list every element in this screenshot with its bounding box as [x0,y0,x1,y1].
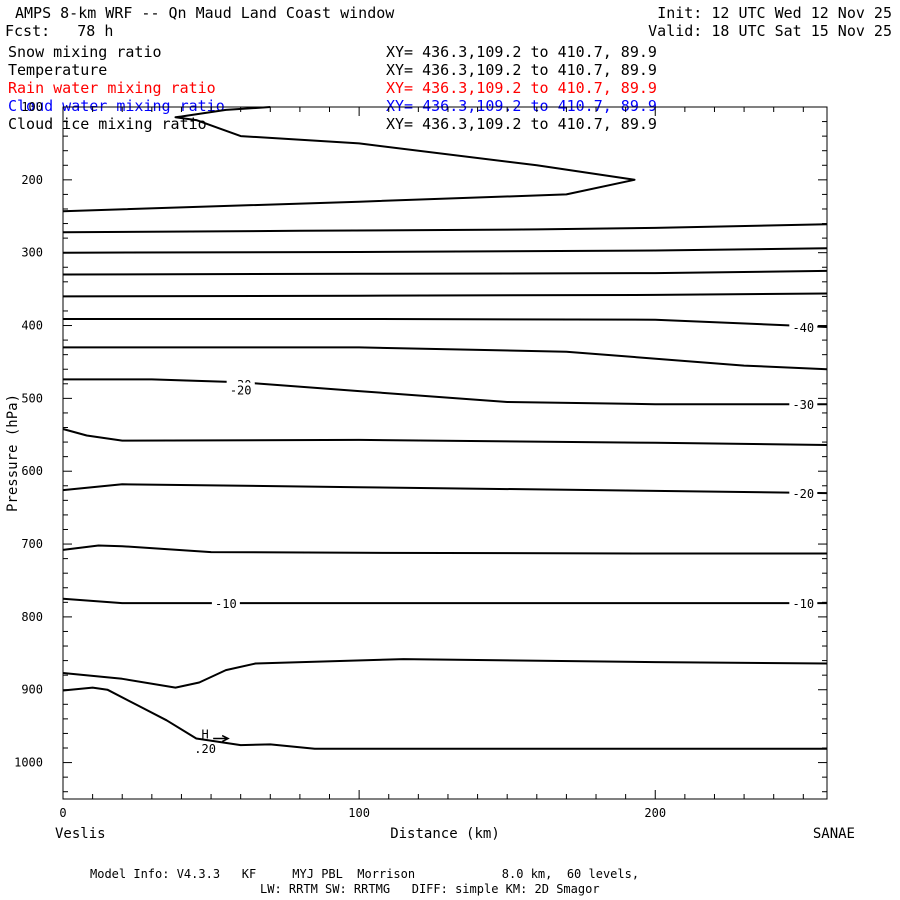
contour-label: -20 [792,487,814,501]
contour-label-bg [211,596,240,610]
y-axis-label: Pressure (hPa) [5,394,21,512]
contour-label-bg [789,319,818,333]
endpoint-left-label: Veslis [55,826,106,842]
temperature-contour [62,292,828,298]
endpoint-right-label: SANAE [813,826,855,842]
temperature-contour [63,318,828,328]
temperature-contour [62,544,827,555]
temperature-contour [62,428,828,446]
x-tick-label: 0 [59,806,66,820]
legend-xy: XY= 436.3,109.2 to 410.7, 89.9 [386,79,657,97]
x-tick-label: 200 [644,806,666,820]
legend-label: Rain water mixing ratio [8,79,216,97]
temperature-contour [62,483,828,495]
y-tick-label: 100 [21,100,43,114]
temperature-contour [62,686,827,750]
valid-time: Valid: 18 UTC Sat 15 Nov 25 [648,22,892,40]
y-tick-label: 500 [21,391,43,405]
contour-label: -20 [230,384,252,398]
legend-xy: XY= 436.3,109.2 to 410.7, 89.9 [386,115,657,133]
y-tick-label: 200 [21,173,43,187]
x-axis-label: Distance (km) [390,826,500,842]
contour-label: -30 [792,398,814,412]
plot-frame [62,106,828,800]
legend-label: Cloud water mixing ratio [8,97,225,115]
chart-title: AMPS 8-km WRF -- Qn Maud Land Coast wind… [15,4,395,22]
y-tick-label: 1000 [14,756,43,770]
init-time: Init: 12 UTC Wed 12 Nov 25 [657,4,892,22]
legend-label: Snow mixing ratio [8,43,162,61]
contour-label-bg [226,382,255,396]
arrow-marker [213,734,230,743]
contour-label: -10 [792,597,814,611]
temperature-contour [62,658,828,689]
y-tick-label: 400 [21,319,43,333]
annotation-label: .20 [194,742,216,756]
footer-physics-info: LW: RRTM SW: RRTMG DIFF: simple KM: 2D S… [260,882,600,896]
contour-label: -40 [792,321,814,335]
y-tick-label: 300 [21,246,43,260]
contour-label-bg [789,596,818,610]
temperature-contour [62,247,828,254]
legend-label: Temperature [8,61,108,79]
forecast-hour: Fcst: 78 h [5,22,114,40]
y-tick-label: 700 [21,537,43,551]
y-tick-label: 600 [21,464,43,478]
temperature-contour [62,106,636,213]
x-tick-label: 100 [348,806,370,820]
legend-xy: XY= 436.3,109.2 to 410.7, 89.9 [386,61,657,79]
legend-xy: XY= 436.3,109.2 to 410.7, 89.9 [386,97,657,115]
temperature-contour [62,597,827,605]
footer-model-info: Model Info: V4.3.3 KF MYJ PBL Morrison 8… [90,867,640,881]
contour-label-bg [789,486,818,500]
temperature-contour [62,223,828,234]
temperature-contour [63,346,828,371]
legend-xy: XY= 436.3,109.2 to 410.7, 89.9 [386,43,657,61]
temperature-contour [63,378,827,406]
y-tick-label: 800 [21,610,43,624]
y-tick-label: 900 [21,683,43,697]
temperature-contour [62,269,828,276]
annotation-label: H [202,727,209,741]
contour-label: -10 [215,597,237,611]
legend-label: Cloud ice mixing ratio [8,115,207,133]
contour-label-bg [789,397,818,411]
